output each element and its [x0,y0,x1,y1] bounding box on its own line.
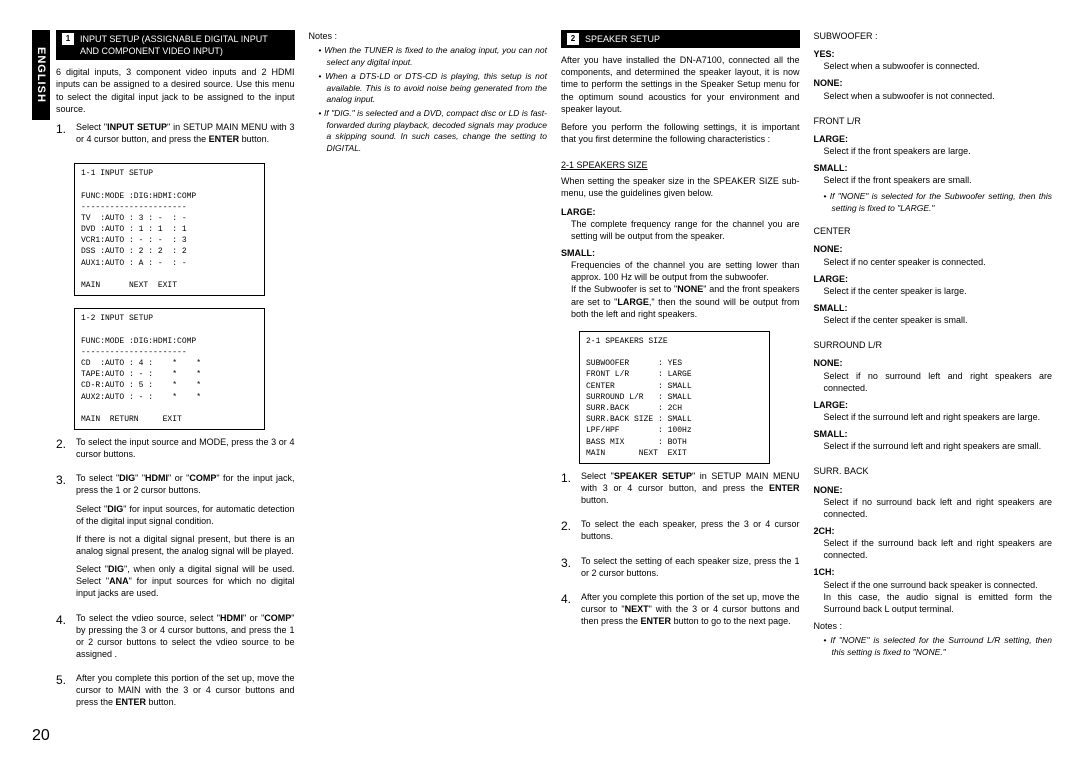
center-small: SMALL:Select if the center speaker is sm… [814,302,1053,326]
step-5: 5. After you complete this portion of th… [56,672,295,714]
column-3: 2 SPEAKER SETUP After you have installed… [561,30,800,753]
notes-title: Notes : [309,30,548,42]
language-tab: ENGLISH [32,30,50,120]
front-small: SMALL:Select if the front speakers are s… [814,162,1053,186]
page-number: 20 [32,727,50,745]
front-label: FRONT L/R [814,115,1053,127]
surr-none: NONE:Select if no surround left and righ… [814,357,1053,393]
sp-step-4: 4. After you complete this portion of th… [561,591,800,633]
sub-yes: YES:Select when a subwoofer is connected… [814,48,1053,72]
step-4: 4. To select the vdieo source, select "H… [56,612,295,667]
section-1-header: 1 INPUT SETUP (ASSIGNABLE DIGITAL INPUT … [56,30,295,60]
section-1-num: 1 [62,33,74,45]
front-note: If "NONE" is selected for the Subwoofer … [814,191,1053,217]
note-1: When the TUNER is fixed to the analog in… [319,45,548,68]
notes-list: When the TUNER is fixed to the analog in… [309,45,548,157]
note-2: When a DTS-LD or DTS-CD is playing, this… [319,71,548,105]
step-1: 1. Select "INPUT SETUP" in SETUP MAIN ME… [56,121,295,151]
surr-small: SMALL:Select if the surround left and ri… [814,428,1053,452]
large-def: LARGE: The complete frequency range for … [561,206,800,242]
surround-label: SURROUND L/R [814,339,1053,351]
step-2: 2. To select the input source and MODE, … [56,436,295,466]
sb-1ch: 1CH:Select if the one surround back spea… [814,566,1053,615]
section-2-title: SPEAKER SETUP [585,33,794,45]
step-3: 3. To select "DIG" "HDMI" or "COMP" for … [56,472,295,605]
sb-2ch: 2CH:Select if the surround back left and… [814,525,1053,561]
osd-2-1: 2-1 SPEAKERS SIZE SUBWOOFER : YES FRONT … [579,331,770,464]
small-def: SMALL: Frequencies of the channel you ar… [561,247,800,320]
speakers-size-intro: When setting the speaker size in the SPE… [561,175,800,199]
surrback-label: SURR. BACK [814,465,1053,477]
column-2: Notes : When the TUNER is fixed to the a… [309,30,548,753]
sb-none: NONE:Select if no surround back left and… [814,484,1053,520]
center-large: LARGE:Select if the center speaker is la… [814,273,1053,297]
col4-notes: If "NONE" is selected for the Surround L… [814,635,1053,661]
section-2-intro: After you have installed the DN-A7100, c… [561,54,800,115]
surr-large: LARGE:Select if the surround left and ri… [814,399,1053,423]
center-label: CENTER [814,225,1053,237]
sp-step-3: 3. To select the setting of each speaker… [561,555,800,585]
osd-1-2: 1-2 INPUT SETUP FUNC:MODE :DIG:HDMI:COMP… [74,308,265,430]
subwoofer-label: SUBWOOFER : [814,30,1053,42]
sp-step-1: 1. Select "SPEAKER SETUP" in SETUP MAIN … [561,470,800,512]
section-1-intro: 6 digital inputs, 3 component video inpu… [56,66,295,115]
column-1: 1 INPUT SETUP (ASSIGNABLE DIGITAL INPUT … [28,30,295,753]
sub-none: NONE:Select when a subwoofer is not conn… [814,77,1053,101]
section-1-title: INPUT SETUP (ASSIGNABLE DIGITAL INPUT AN… [80,33,289,57]
front-large: LARGE:Select if the front speakers are l… [814,133,1053,157]
section-2-num: 2 [567,33,579,45]
sp-step-2: 2. To select the each speaker, press the… [561,518,800,548]
speakers-size-head: 2-1 SPEAKERS SIZE [561,159,800,171]
center-none: NONE:Select if no center speaker is conn… [814,243,1053,267]
section-2-header: 2 SPEAKER SETUP [561,30,800,48]
col4-notes-title: Notes : [814,620,1053,632]
column-4: SUBWOOFER : YES:Select when a subwoofer … [814,30,1053,753]
section-2-intro2: Before you perform the following setting… [561,121,800,145]
note-3: If "DIG." is selected and a DVD, compact… [319,108,548,154]
osd-1-1: 1-1 INPUT SETUP FUNC:MODE :DIG:HDMI:COMP… [74,163,265,296]
